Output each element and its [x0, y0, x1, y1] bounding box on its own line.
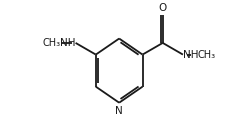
Text: CH₃: CH₃ — [198, 50, 216, 60]
Text: O: O — [158, 3, 167, 13]
Text: CH₃: CH₃ — [43, 38, 61, 48]
Text: NH: NH — [60, 38, 76, 48]
Text: NH: NH — [183, 50, 198, 60]
Text: N: N — [115, 106, 123, 116]
